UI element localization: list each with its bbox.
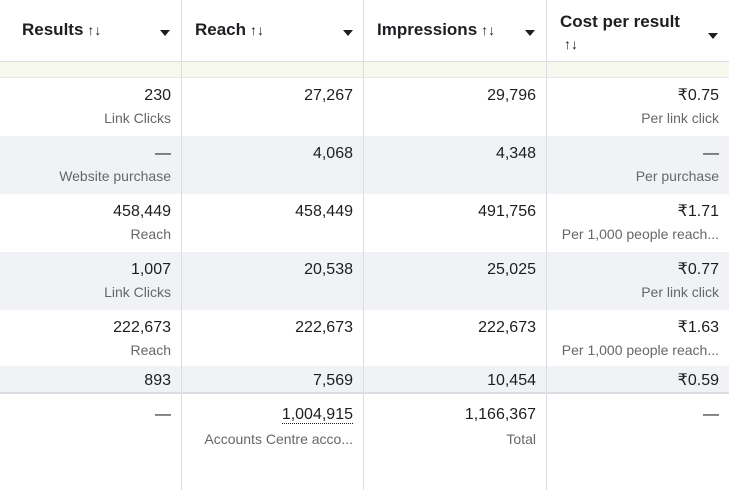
sort-icon[interactable]: ↑↓: [564, 36, 578, 52]
column-header-results[interactable]: Results ↑↓: [0, 0, 181, 62]
sort-icon[interactable]: ↑↓: [250, 22, 265, 38]
reach-cell: 222,673: [295, 319, 353, 336]
cost-cell: ₹1.63 Per 1,000 people reach...: [561, 319, 719, 358]
reach-cell: 4,068: [312, 145, 353, 162]
column-header-cost-per-result[interactable]: Cost per result ↑↓: [546, 0, 729, 62]
reach-cell: 20,538: [304, 261, 353, 278]
results-cell: — Website purchase: [59, 145, 171, 184]
column-header-label: Results: [22, 20, 84, 39]
impressions-cell: 10,454: [487, 372, 536, 389]
cost-cell: — Per purchase: [635, 145, 719, 184]
table-row[interactable]: 458,449 Reach 458,449 491,756 ₹1.71 Per 1,…: [0, 194, 729, 252]
cost-cell: ₹0.75 Per link click: [641, 87, 719, 126]
impressions-cell: 4,348: [495, 145, 536, 162]
chevron-down-icon[interactable]: [525, 30, 535, 36]
reach-cell: 27,267: [304, 87, 353, 104]
cost-cell: ₹1.71 Per 1,000 people reach...: [561, 203, 719, 242]
table-header: Results ↑↓ Reach ↑↓ Impressions ↑↓ Cost per…: [0, 0, 729, 62]
column-header-impressions[interactable]: Impressions ↑↓: [363, 0, 546, 62]
impressions-total-cell: 1,166,367 Total: [464, 406, 536, 447]
column-header-label: Cost per result: [560, 12, 680, 31]
table-row[interactable]: — Website purchase 4,068 4,348 — Per purch…: [0, 136, 729, 194]
column-divider[interactable]: [181, 0, 182, 490]
chevron-down-icon[interactable]: [160, 30, 170, 36]
table-row[interactable]: 230 Link Clicks 27,267 29,796 ₹0.75 Per li…: [0, 78, 729, 136]
results-cell: 458,449 Reach: [113, 203, 171, 242]
results-cell: 1,007 Link Clicks: [104, 261, 171, 300]
reach-cell: 458,449: [295, 203, 353, 220]
header-divider: [0, 62, 729, 78]
column-divider[interactable]: [546, 0, 547, 490]
chevron-down-icon[interactable]: [343, 30, 353, 36]
column-header-label: Impressions: [377, 20, 478, 39]
impressions-cell: 491,756: [478, 203, 536, 220]
table-row[interactable]: 893 7,569 10,454 ₹0.59: [0, 366, 729, 394]
impressions-cell: 222,673: [478, 319, 536, 336]
table-footer-totals: — 1,004,915 Accounts Centre acco... 1,16…: [0, 392, 729, 490]
column-header-reach[interactable]: Reach ↑↓: [181, 0, 363, 62]
cost-total-cell: —: [703, 406, 719, 423]
reach-cell: 7,569: [312, 372, 353, 389]
column-header-label: Reach: [195, 20, 247, 39]
results-total-cell: —: [155, 406, 171, 423]
table-row[interactable]: 1,007 Link Clicks 20,538 25,025 ₹0.77 Per …: [0, 252, 729, 310]
sort-icon[interactable]: ↑↓: [87, 22, 102, 38]
results-cell: 222,673 Reach: [113, 319, 171, 358]
impressions-cell: 29,796: [487, 87, 536, 104]
reach-total-cell: 1,004,915 Accounts Centre acco...: [181, 394, 363, 490]
impressions-cell: 25,025: [487, 261, 536, 278]
reach-total-value[interactable]: 1,004,915: [281, 406, 353, 424]
column-divider[interactable]: [363, 0, 364, 490]
cost-cell: ₹0.59: [677, 372, 719, 389]
chevron-down-icon[interactable]: [708, 33, 718, 39]
sort-icon[interactable]: ↑↓: [481, 22, 496, 38]
table-row[interactable]: 222,673 Reach 222,673 222,673 ₹1.63 Per 1,…: [0, 310, 729, 368]
cost-cell: ₹0.77 Per link click: [641, 261, 719, 300]
reach-total-label: Accounts Centre acco...: [204, 431, 353, 447]
results-cell: 893: [144, 372, 171, 389]
results-cell: 230 Link Clicks: [104, 87, 171, 126]
